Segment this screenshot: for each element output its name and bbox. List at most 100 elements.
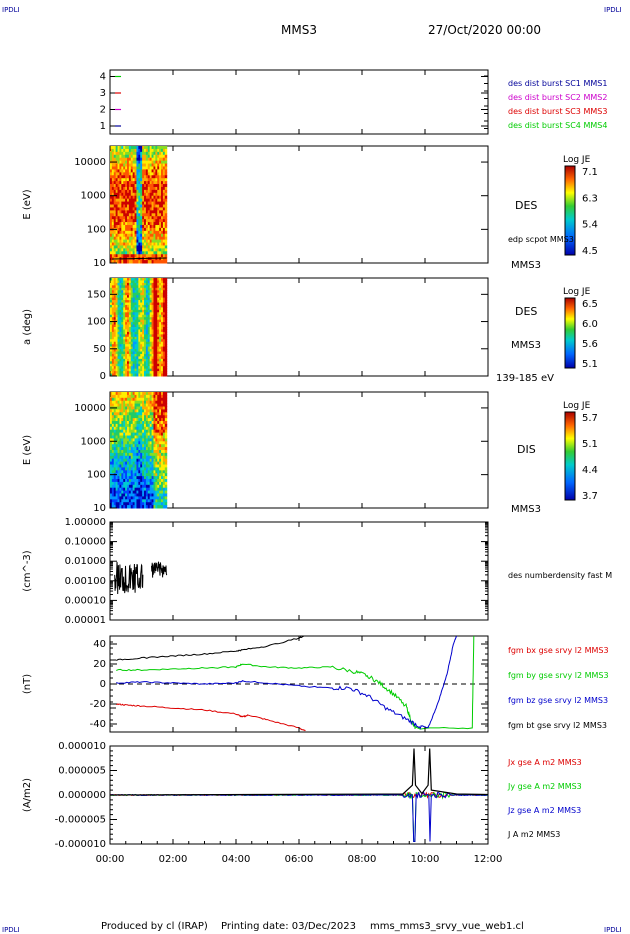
y-tick-label: 40 (93, 639, 106, 650)
spectrogram-cell (111, 302, 115, 306)
spectrogram-cell (140, 324, 143, 328)
spectrogram-cell (162, 192, 166, 197)
spectrogram-cell (138, 373, 141, 377)
spectrogram-cell (153, 490, 156, 494)
spectrogram-cell (138, 204, 141, 208)
spectrogram-cell (155, 233, 158, 238)
spectrogram-cell (159, 432, 162, 436)
spectrogram-cell (140, 426, 143, 431)
spectrogram-cell (117, 319, 120, 323)
spectrogram-cell (125, 441, 128, 445)
spectrogram-cell (128, 282, 132, 286)
spectrogram-cell (147, 361, 151, 365)
spectrogram-cell (145, 356, 149, 360)
spectrogram-cell (115, 461, 119, 465)
spectrogram-cell (147, 195, 151, 200)
spectrogram-cell (151, 319, 154, 323)
spectrogram-cell (147, 331, 151, 335)
spectrogram-cell (138, 285, 141, 289)
spectrogram-cell (136, 166, 139, 170)
spectrogram-cell (113, 444, 117, 448)
spectrogram-cell (153, 356, 156, 360)
spectrogram-cell (140, 397, 143, 402)
spectrogram-cell (130, 363, 134, 367)
spectrogram-cell (134, 201, 137, 205)
spectrogram-cell (115, 329, 119, 333)
spectrogram-cell (140, 302, 143, 306)
spectrogram-cell (145, 248, 149, 252)
spectrogram-cell (145, 184, 149, 188)
spectrogram-cell (128, 356, 132, 360)
spectrogram-cell (125, 248, 128, 252)
spectrogram-cell (147, 334, 151, 338)
spectrogram-cell (151, 300, 154, 303)
spectrogram-cell (159, 444, 162, 448)
spectrogram-cell (155, 192, 158, 197)
spectrogram-cell (136, 353, 139, 357)
spectrogram-cell (151, 406, 154, 410)
spectrogram-cell (138, 341, 141, 345)
spectrogram-cell (157, 189, 160, 194)
spectrogram-cell (119, 309, 122, 313)
spectrogram-cell (119, 329, 122, 333)
spectrogram-cell (121, 392, 124, 396)
spectrogram-cell (119, 452, 122, 457)
spectrogram-cell (151, 356, 154, 360)
spectrogram-cell (125, 216, 128, 220)
spectrogram-cell (123, 394, 126, 399)
spectrogram-cell (164, 400, 168, 405)
spectrogram-cell (157, 251, 160, 255)
spectrogram-cell (138, 406, 141, 410)
spectrogram-cell (162, 339, 166, 343)
spectrogram-cell (161, 189, 164, 194)
spectrogram-cell (110, 435, 113, 439)
spectrogram-cell (149, 257, 153, 261)
spectrogram-cell (127, 260, 130, 264)
spectrogram-cell (140, 484, 143, 489)
spectrogram-cell (123, 450, 126, 454)
spectrogram-cell (164, 160, 168, 165)
spectrogram-cell (145, 169, 149, 173)
spectrogram-cell (110, 502, 113, 506)
spectrogram-cell (136, 476, 139, 480)
spectrogram-cell (134, 403, 137, 407)
spectrogram-cell (151, 502, 154, 506)
spectrogram-cell (162, 309, 166, 313)
spectrogram-cell (123, 151, 126, 156)
spectrogram-cell (111, 363, 115, 367)
spectrogram-cell (128, 192, 132, 197)
spectrogram-cell (144, 186, 147, 191)
spectrogram-cell (138, 172, 141, 176)
spectrogram-cell (134, 195, 137, 200)
spectrogram-cell (128, 412, 132, 416)
spectrogram-cell (140, 207, 143, 211)
spectrogram-cell (157, 356, 160, 360)
spectrogram-cell (130, 351, 134, 355)
y-tick-label: 1 (100, 121, 106, 132)
spectrogram-cell (132, 160, 136, 165)
spectrogram-cell (134, 312, 137, 316)
spectrogram-cell (134, 467, 137, 471)
spectrogram-cell (132, 409, 136, 413)
spectrogram-cell (134, 280, 137, 284)
spectrogram-cell (147, 302, 151, 306)
spectrogram-cell (138, 300, 141, 303)
spectrogram-cell (113, 415, 117, 419)
spectrogram-cell (128, 307, 132, 311)
spectrogram-cell (128, 302, 132, 306)
spectrogram-cell (123, 222, 126, 226)
spectrogram-cell (121, 290, 124, 294)
spectrogram-cell (159, 415, 162, 419)
spectrogram-cell (130, 461, 134, 465)
spectrogram-cell (162, 239, 166, 244)
spectrogram-cell (136, 392, 139, 396)
spectrogram-cell (153, 178, 156, 182)
spectrogram-cell (164, 207, 168, 211)
spectrogram-cell (115, 361, 119, 365)
spectrogram-cell (125, 426, 128, 431)
footer-filename: mms_mms3_srvy_vue_web1.cl (370, 921, 524, 932)
spectrogram-cell (125, 230, 128, 235)
spectrogram-cell (119, 373, 122, 377)
spectrogram-cell (162, 344, 166, 348)
spectrogram-cell (162, 341, 166, 345)
